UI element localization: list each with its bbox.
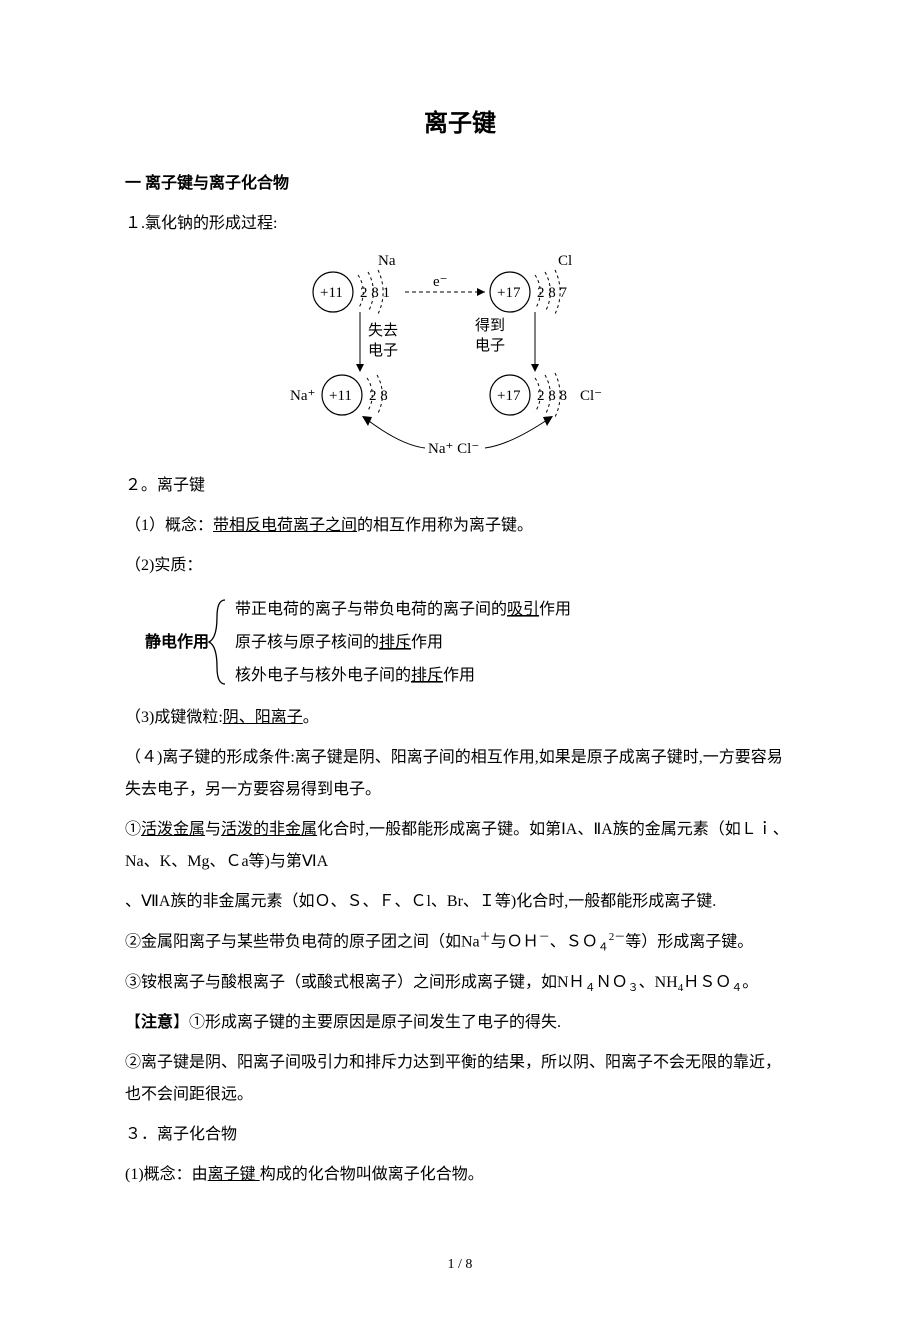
svg-text:核外电子与核外电子间的排斥作用: 核外电子与核外电子间的排斥作用 bbox=[235, 666, 475, 684]
na-shells: 2 8 1 bbox=[360, 285, 390, 301]
bracket-label: 静电作用 bbox=[145, 632, 209, 651]
text: 、ＳＯ bbox=[550, 933, 598, 950]
gain-label: 得到 bbox=[475, 317, 505, 334]
subscript: ４ bbox=[731, 982, 742, 994]
bracket-line3u: 排斥 bbox=[411, 666, 443, 684]
bracket-line1u: 吸引 bbox=[507, 600, 539, 618]
paragraph: 、ⅦA族的非金属元素（如Ｏ、Ｓ、Ｆ、Ｃl、Br、Ｉ等)化合时,一般都能形成离子键… bbox=[125, 886, 795, 918]
paragraph: ②金属阳离子与某些带负电荷的原子团之间（如Na＋与ＯＨ－、ＳＯ４2－等）形成离子… bbox=[125, 926, 795, 959]
document-page: 离子键 一 离子键与离子化合物 １.氯化钠的形成过程: Na Cl +11 2 … bbox=[0, 0, 920, 1329]
bracket-line2u: 排斥 bbox=[379, 633, 411, 651]
cl-shells: 2 8 7 bbox=[537, 285, 568, 301]
subscript: ４ bbox=[585, 982, 596, 994]
paragraph: ３．离子化合物 bbox=[125, 1119, 795, 1151]
electron-label: e⁻ bbox=[433, 274, 448, 290]
section-heading: 一 离子键与离子化合物 bbox=[125, 168, 795, 200]
paragraph: （2)实质： bbox=[125, 550, 795, 582]
nacl-formation-diagram: Na Cl +11 2 8 1 +17 2 8 7 e⁻ 失去 电 bbox=[270, 250, 650, 460]
text: 与ＯＨ bbox=[491, 933, 539, 950]
bracket-line1a: 带正电荷的离子与带负电荷的离子间的 bbox=[235, 600, 507, 618]
text: ③铵根离子与酸根离子（或酸式根离子）之间形成离子键，如NＨ bbox=[125, 974, 585, 991]
item-number: ２。 bbox=[125, 477, 157, 494]
item-text: 离子键 bbox=[157, 477, 205, 494]
elec-label-2: 电子 bbox=[475, 337, 505, 354]
bracket-line3b: 作用 bbox=[443, 666, 475, 684]
text: 的相互作用称为离子键。 bbox=[357, 517, 533, 534]
text: ②金属阳离子与某些带负电荷的原子团之间（如Na bbox=[125, 933, 480, 950]
cl-label: Cl bbox=[558, 253, 572, 269]
lose-label: 失去 bbox=[368, 322, 398, 339]
cl-ion-core: +17 bbox=[497, 388, 521, 404]
text: 构成的化合物叫做离子化合物。 bbox=[260, 1166, 484, 1183]
paragraph: ①活泼金属与活泼的非金属化合时,一般都能形成离子键。如第ⅠA、ⅡA族的金属元素（… bbox=[125, 814, 795, 878]
subscript: ３ bbox=[628, 982, 639, 994]
paragraph: ②离子键是阴、阳离子间吸引力和排斥力达到平衡的结果，所以阴、阳离子不会无限的靠近… bbox=[125, 1047, 795, 1111]
paragraph: (1)概念：由离子键 构成的化合物叫做离子化合物。 bbox=[125, 1159, 795, 1191]
na-ion-core: +11 bbox=[329, 388, 352, 404]
text: (1)概念：由 bbox=[125, 1166, 208, 1183]
paragraph: （４)离子键的形成条件:离子键是阴、阳离子间的相互作用,如果是原子成离子键时,一… bbox=[125, 742, 795, 806]
text: 与 bbox=[205, 821, 221, 838]
bracket-line1b: 作用 bbox=[539, 600, 571, 618]
bracket-line2b: 作用 bbox=[411, 633, 443, 651]
svg-text:带正电荷的离子与带负电荷的离子间的吸引作用: 带正电荷的离子与带负电荷的离子间的吸引作用 bbox=[235, 600, 571, 618]
underlined-text: 阴、阳离子 bbox=[223, 709, 303, 726]
underlined-text: 活泼的非金属 bbox=[221, 821, 317, 838]
text: ＨＳＯ bbox=[683, 974, 731, 991]
bracket-line3a: 核外电子与核外电子间的 bbox=[235, 666, 411, 684]
underlined-text: 离子键 bbox=[208, 1166, 260, 1183]
svg-text:原子核与原子核间的排斥作用: 原子核与原子核间的排斥作用 bbox=[235, 633, 443, 651]
bold-text: 注意 bbox=[141, 1014, 173, 1031]
superscript: 2－ bbox=[609, 931, 626, 943]
paragraph: ③铵根离子与酸根离子（或酸式根离子）之间形成离子键，如NＨ４ＮＯ３、NH4ＨＳＯ… bbox=[125, 967, 795, 999]
paragraph: ２。离子键 bbox=[125, 470, 795, 502]
text: ① bbox=[125, 821, 141, 838]
subscript: ４ bbox=[598, 942, 609, 954]
paragraph: 【注意】①形成离子键的主要原因是原子间发生了电子的得失. bbox=[125, 1007, 795, 1039]
underlined-text: 带相反电荷离子之间 bbox=[213, 517, 357, 534]
na-ion-label: Na⁺ bbox=[290, 388, 315, 404]
text: 。 bbox=[303, 709, 319, 726]
text: （3)成键微粒: bbox=[125, 709, 223, 726]
text: 【 bbox=[125, 1014, 141, 1031]
na-core: +11 bbox=[320, 285, 343, 301]
text: 】①形成离子键的主要原因是原子间发生了电子的得失. bbox=[173, 1014, 561, 1031]
text: 等）形成离子键。 bbox=[625, 933, 753, 950]
text: 。 bbox=[742, 974, 758, 991]
underlined-text: 活泼金属 bbox=[141, 821, 205, 838]
page-number: 1 / 8 bbox=[125, 1251, 795, 1279]
na-ion-shells: 2 8 bbox=[369, 388, 388, 404]
page-title: 离子键 bbox=[125, 100, 795, 148]
paragraph: １.氯化钠的形成过程: bbox=[125, 208, 795, 240]
cl-ion-label: Cl⁻ bbox=[580, 388, 602, 404]
cl-core: +17 bbox=[497, 285, 521, 301]
na-label: Na bbox=[378, 253, 396, 269]
paragraph: （1）概念：带相反电荷离子之间的相互作用称为离子键。 bbox=[125, 510, 795, 542]
bracket-line2a: 原子核与原子核间的 bbox=[235, 633, 379, 651]
elec-label-1: 电子 bbox=[368, 342, 398, 359]
essence-bracket-diagram: 静电作用 带正电荷的离子与带负电荷的离子间的吸引作用 原子核与原子核间的排斥作用… bbox=[145, 592, 665, 692]
text: （1）概念： bbox=[125, 517, 213, 534]
superscript: － bbox=[539, 931, 550, 943]
text: ＮＯ bbox=[596, 974, 628, 991]
text: 、NH bbox=[639, 974, 678, 991]
superscript: ＋ bbox=[480, 931, 491, 943]
product-label: Na⁺ Cl⁻ bbox=[428, 441, 479, 457]
cl-ion-shells: 2 8 8 bbox=[537, 388, 567, 404]
paragraph: （3)成键微粒:阴、阳离子。 bbox=[125, 702, 795, 734]
